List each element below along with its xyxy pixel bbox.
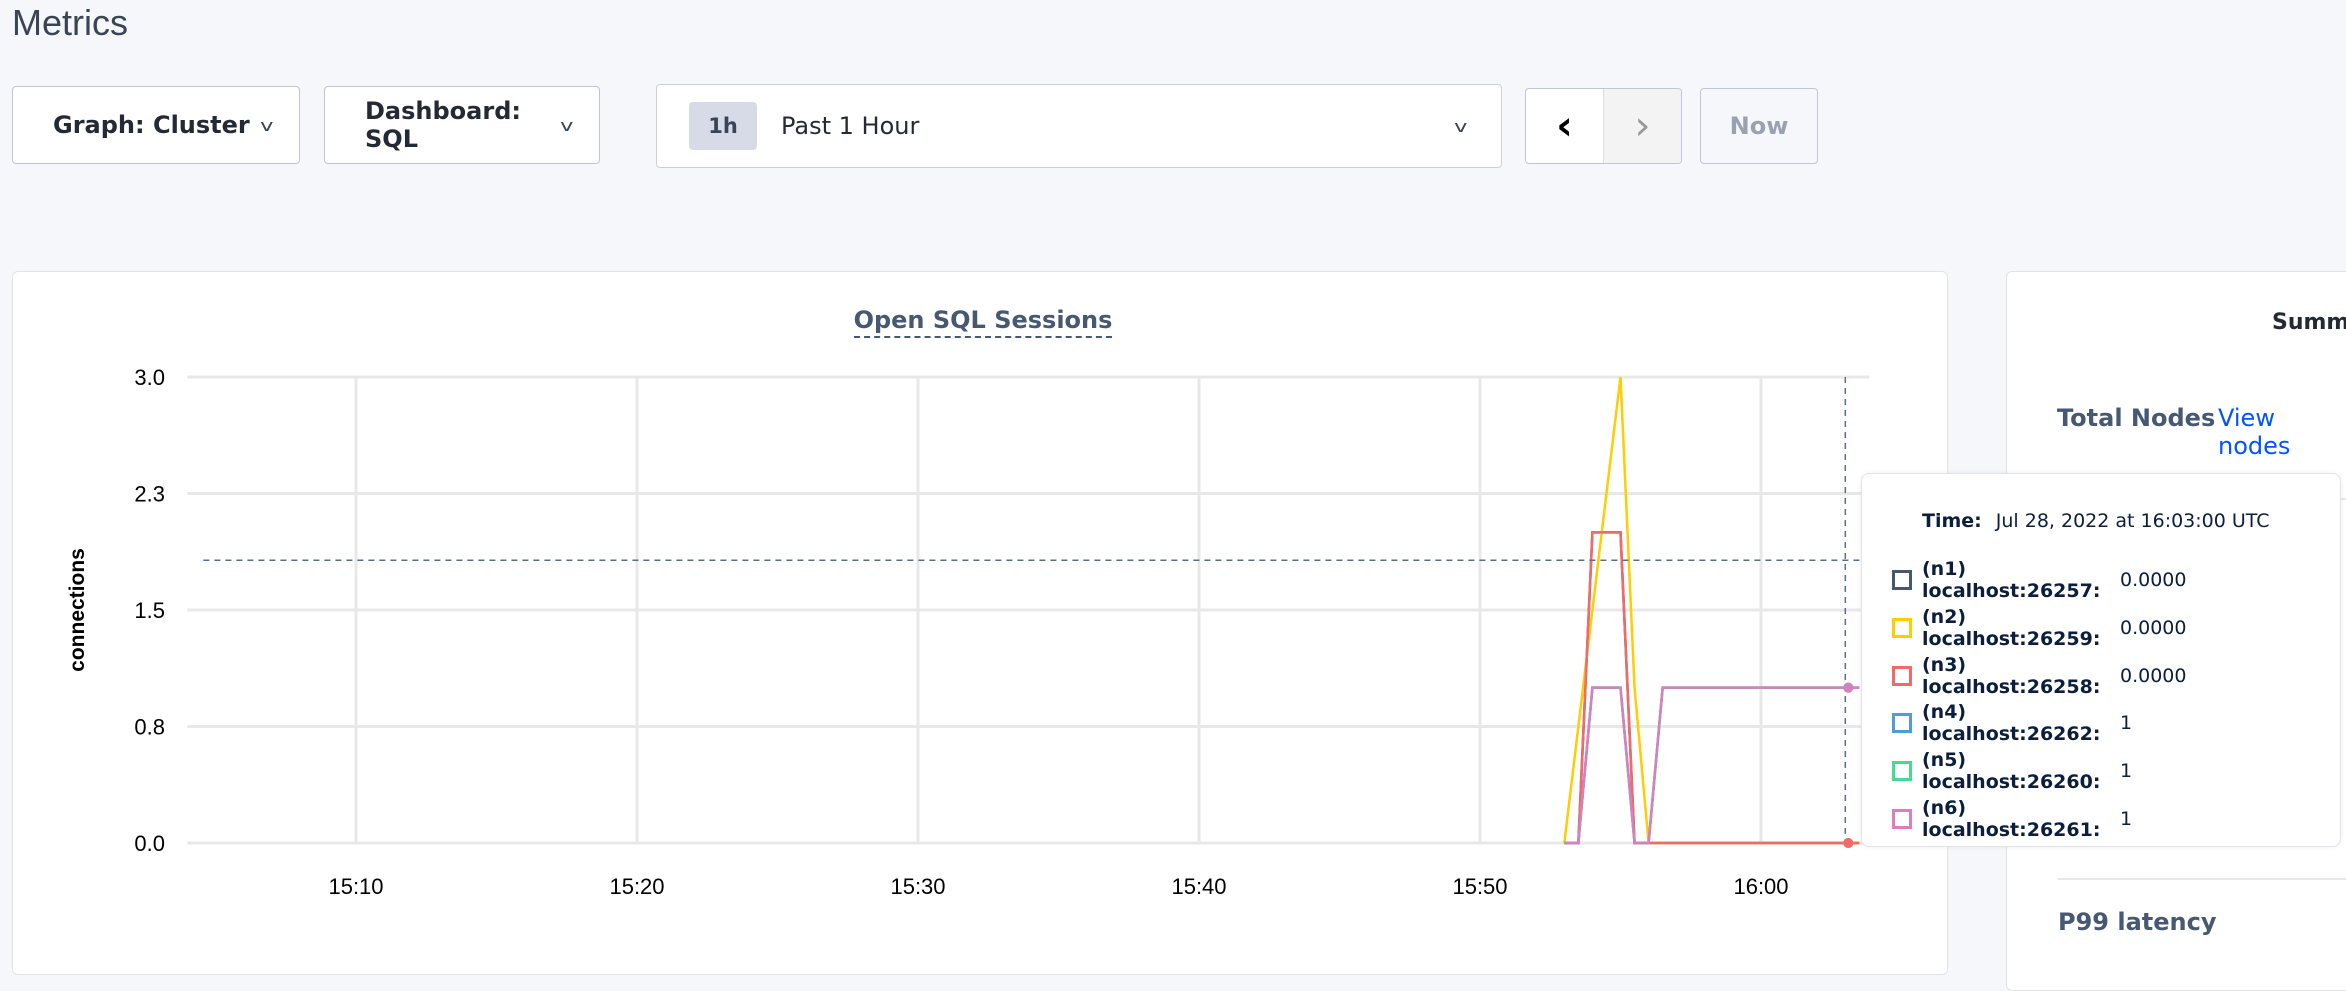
chevron-left-icon: ‹ bbox=[1556, 103, 1573, 149]
tooltip-series-label: (n3) localhost:26258: bbox=[1922, 653, 2101, 698]
tooltip-series-label: (n1) localhost:26257: bbox=[1922, 558, 2101, 602]
chevron-down-icon: v bbox=[259, 115, 273, 135]
page-title: Metrics bbox=[12, 2, 128, 43]
series-line-n4 bbox=[1564, 686, 1860, 845]
tooltip-time: Time: Jul 28, 2022 at 16:03:00 UTC bbox=[1922, 510, 2270, 532]
series-line-n5 bbox=[1564, 686, 1860, 845]
chart-tooltip: Time: Jul 28, 2022 at 16:03:00 UTC (n1) l… bbox=[1861, 473, 2341, 847]
y-tick-label: 2.3 bbox=[134, 482, 165, 507]
x-tick-label: 15:20 bbox=[609, 874, 664, 899]
time-nav-group: ‹ › bbox=[1525, 88, 1682, 164]
y-tick-label: 1.5 bbox=[134, 598, 165, 623]
chart-title-text[interactable]: Open SQL Sessions bbox=[853, 306, 1113, 338]
tooltip-row: (n3) localhost:26258: 0.0000 bbox=[1892, 654, 2186, 698]
y-tick-label: 0.0 bbox=[134, 831, 165, 856]
chart-title: Open SQL Sessions bbox=[0, 306, 1966, 338]
tooltip-series-value: 0.0000 bbox=[2120, 616, 2187, 639]
x-tick-label: 15:50 bbox=[1452, 874, 1507, 899]
chevron-down-icon: v bbox=[1453, 116, 1467, 136]
legend-swatch-icon bbox=[1892, 713, 1912, 734]
tooltip-series-value: 1 bbox=[2120, 760, 2133, 783]
tooltip-row: (n6) localhost:26261: 1 bbox=[1892, 797, 2132, 841]
legend-swatch-icon bbox=[1892, 570, 1912, 590]
x-tick-label: 16:00 bbox=[1733, 874, 1788, 899]
tooltip-row: (n5) localhost:26260: 1 bbox=[1892, 749, 2132, 793]
tooltip-row: (n1) localhost:26257: 0.0000 bbox=[1892, 558, 2186, 602]
x-tick-label: 15:40 bbox=[1171, 874, 1226, 899]
tooltip-row: (n4) localhost:26262: 1 bbox=[1892, 701, 2132, 745]
hover-point-n6 bbox=[1843, 682, 1854, 693]
time-range-select[interactable]: 1h Past 1 Hour v bbox=[656, 84, 1502, 168]
series-line-n6 bbox=[1564, 686, 1860, 845]
hover-point-n3 bbox=[1843, 838, 1854, 848]
tooltip-series-label: (n4) localhost:26262: bbox=[1922, 701, 2101, 746]
tooltip-series-value: 1 bbox=[2120, 712, 2133, 735]
chevron-right-icon: › bbox=[1634, 103, 1651, 149]
legend-swatch-icon bbox=[1892, 617, 1912, 638]
legend-swatch-icon bbox=[1892, 665, 1912, 686]
tooltip-series-value: 0.0000 bbox=[2120, 569, 2187, 591]
tooltip-series-label: (n2) localhost:26259: bbox=[1922, 605, 2101, 650]
tooltip-series-value: 0.0000 bbox=[2120, 664, 2187, 687]
now-button[interactable]: Now bbox=[1700, 88, 1818, 164]
total-nodes-label: Total Nodes bbox=[2057, 404, 2216, 432]
previous-button[interactable]: ‹ bbox=[1526, 89, 1603, 163]
time-range-label: Past 1 Hour bbox=[781, 112, 920, 140]
dashboard-select-label: Dashboard: SQL bbox=[365, 97, 521, 153]
legend-swatch-icon bbox=[1892, 761, 1912, 782]
x-tick-label: 15:10 bbox=[328, 874, 383, 899]
x-tick-label: 15:30 bbox=[890, 874, 945, 899]
dashboard-select[interactable]: Dashboard: SQL v bbox=[324, 86, 600, 164]
next-button[interactable]: › bbox=[1603, 89, 1681, 163]
graph-select-label: Graph: Cluster bbox=[53, 111, 250, 139]
y-axis-label: connections bbox=[66, 548, 89, 672]
time-range-badge: 1h bbox=[689, 102, 757, 150]
tooltip-series-value: 1 bbox=[2120, 808, 2133, 830]
legend-swatch-icon bbox=[1892, 809, 1912, 829]
summary-title: Summ bbox=[2272, 310, 2346, 335]
y-tick-label: 0.8 bbox=[134, 715, 165, 740]
open-sql-sessions-chart: 0.0 0.8 1.5 2.3 3.0 15:10 15:20 15:30 15:40 15:50… bbox=[66, 365, 1880, 899]
chevron-down-icon: v bbox=[559, 115, 573, 135]
tooltip-series-label: (n6) localhost:26261: bbox=[1922, 797, 2101, 841]
graph-select[interactable]: Graph: Cluster v bbox=[12, 86, 300, 164]
view-nodes-link[interactable]: View nodes bbox=[2218, 404, 2291, 460]
y-tick-label: 3.0 bbox=[134, 365, 165, 390]
tooltip-series-label: (n5) localhost:26260: bbox=[1922, 749, 2101, 794]
p99-latency-label: P99 latency bbox=[2058, 908, 2217, 936]
tooltip-row: (n2) localhost:26259: 0.0000 bbox=[1892, 606, 2186, 650]
divider bbox=[2058, 878, 2346, 880]
